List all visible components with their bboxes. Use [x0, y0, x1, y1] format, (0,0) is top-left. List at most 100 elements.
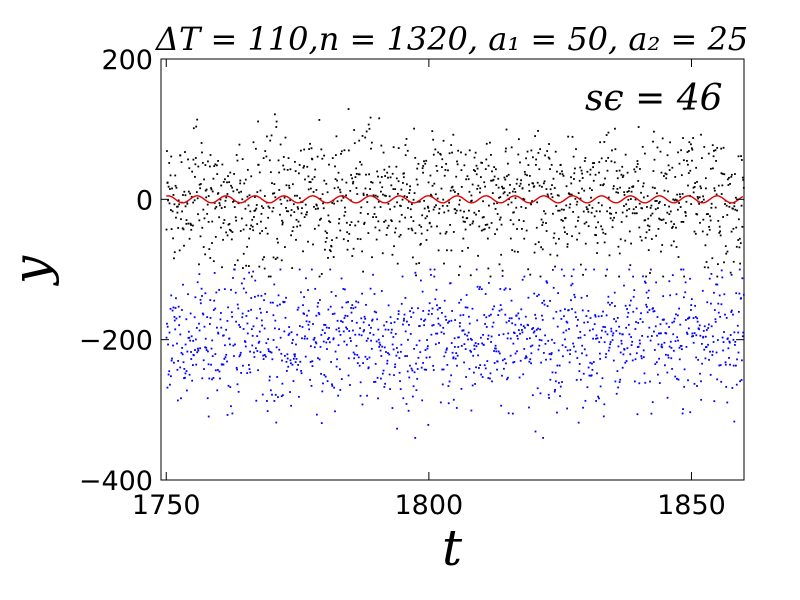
blue-point	[362, 362, 364, 364]
blue-point	[337, 344, 340, 347]
blue-point	[232, 277, 234, 279]
black-point	[197, 165, 200, 168]
black-point	[386, 227, 389, 229]
black-point	[236, 159, 239, 162]
blue-point	[452, 356, 455, 359]
blue-point	[187, 330, 190, 333]
black-point	[637, 126, 640, 128]
blue-point	[660, 343, 663, 346]
black-point	[721, 184, 724, 187]
blue-point	[707, 343, 709, 346]
black-point	[742, 178, 745, 181]
blue-point	[456, 364, 458, 367]
blue-point	[669, 294, 672, 297]
black-point	[389, 208, 391, 211]
blue-point	[582, 372, 585, 375]
black-point	[730, 230, 733, 233]
blue-point	[635, 352, 638, 355]
black-point	[552, 177, 555, 180]
blue-point	[204, 346, 207, 349]
blue-point	[390, 328, 393, 331]
black-point	[508, 191, 511, 194]
black-point	[370, 141, 373, 144]
blue-point	[654, 325, 657, 328]
black-point	[698, 202, 701, 205]
blue-point	[415, 344, 418, 347]
black-point	[358, 173, 361, 176]
blue-point	[393, 374, 395, 377]
blue-point	[462, 314, 465, 316]
blue-point	[275, 421, 278, 424]
black-point	[314, 168, 317, 171]
black-point	[651, 186, 654, 189]
blue-point	[612, 359, 615, 362]
black-point	[478, 210, 480, 212]
blue-point	[709, 373, 712, 376]
blue-point	[372, 273, 374, 276]
black-point	[351, 255, 354, 257]
blue-point	[189, 339, 192, 342]
black-point	[211, 190, 214, 193]
blue-point	[307, 289, 309, 291]
black-point	[463, 210, 465, 213]
black-point	[552, 236, 555, 239]
blue-point	[595, 400, 597, 402]
black-point	[182, 194, 184, 196]
blue-point	[549, 358, 552, 361]
black-point	[469, 274, 472, 277]
black-point	[503, 191, 506, 194]
black-point	[362, 194, 365, 196]
black-point	[188, 237, 191, 240]
blue-point	[410, 316, 413, 318]
blue-point	[739, 380, 741, 383]
black-point	[668, 213, 671, 216]
blue-point	[345, 301, 348, 304]
blue-point	[276, 376, 279, 378]
blue-point	[593, 268, 596, 271]
black-point	[248, 265, 250, 267]
blue-point	[442, 368, 445, 371]
black-point	[170, 209, 172, 211]
blue-point	[509, 337, 512, 340]
blue-point	[250, 308, 252, 311]
black-point	[658, 217, 661, 220]
blue-point	[362, 321, 365, 324]
blue-point	[426, 339, 428, 341]
black-point	[204, 253, 207, 256]
blue-point	[380, 377, 382, 380]
blue-point	[290, 331, 293, 334]
blue-point	[368, 324, 371, 327]
black-point	[470, 199, 473, 202]
blue-point	[235, 366, 238, 369]
black-point	[501, 269, 504, 272]
black-point	[200, 142, 203, 144]
blue-point	[570, 284, 573, 287]
black-point	[560, 218, 563, 221]
blue-point	[205, 346, 208, 349]
black-point	[313, 205, 315, 208]
blue-point	[641, 335, 644, 337]
black-point	[269, 275, 272, 278]
blue-point	[534, 313, 537, 316]
black-point	[590, 211, 593, 214]
black-point	[321, 157, 324, 160]
black-point	[488, 204, 490, 207]
black-point	[573, 172, 576, 175]
blue-point	[535, 328, 538, 331]
blue-point	[625, 326, 628, 329]
blue-point	[656, 316, 659, 318]
blue-point	[431, 324, 434, 327]
black-point	[345, 194, 347, 197]
black-point	[647, 249, 650, 252]
blue-point	[346, 328, 349, 330]
blue-point	[354, 333, 357, 336]
black-point	[483, 228, 486, 231]
black-point	[195, 191, 198, 193]
black-point	[649, 207, 652, 209]
black-point	[415, 178, 418, 181]
black-point	[230, 229, 232, 232]
black-point	[582, 210, 585, 213]
black-point	[723, 173, 726, 176]
black-point	[424, 162, 427, 165]
black-point	[181, 210, 184, 213]
